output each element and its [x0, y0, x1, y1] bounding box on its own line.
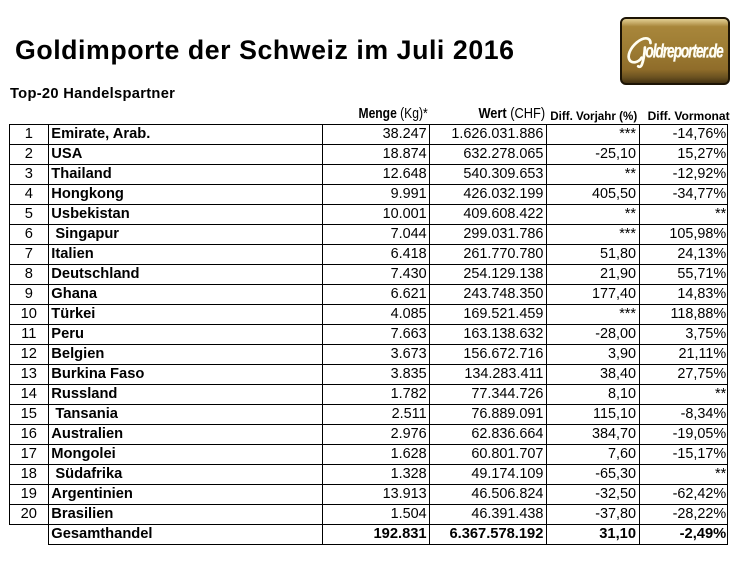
svg-text:oldreporter.de: oldreporter.de — [645, 40, 723, 62]
